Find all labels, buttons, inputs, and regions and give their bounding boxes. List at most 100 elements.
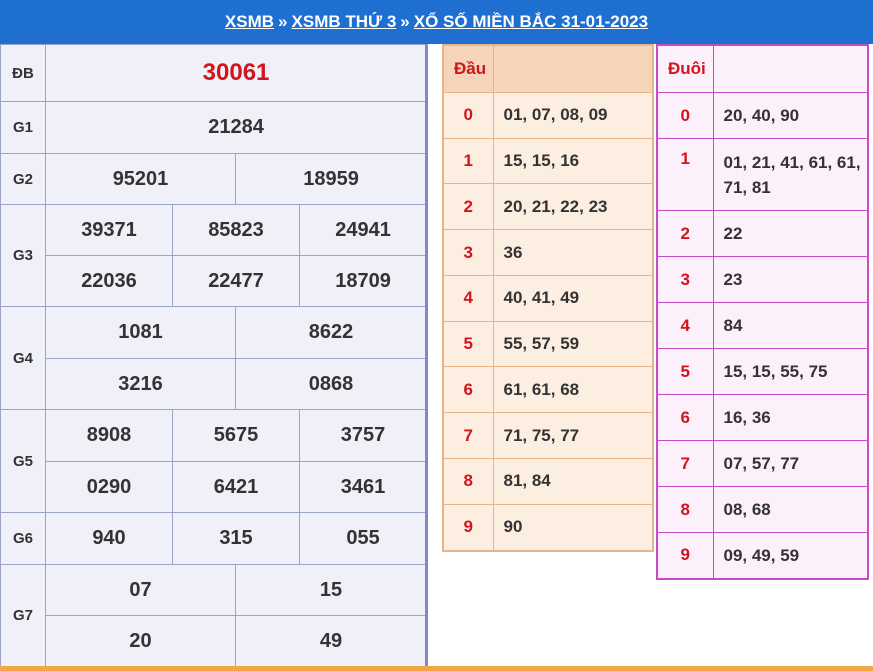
prize-number: 18709 <box>298 255 428 307</box>
dau-values: 36 <box>492 229 654 276</box>
breadcrumb-separator: » <box>400 12 410 31</box>
duoi-values: 84 <box>712 302 869 349</box>
dau-values: 81, 84 <box>492 457 654 505</box>
prize-number: 21284 <box>44 101 428 154</box>
prize-number: 1081 <box>45 306 236 359</box>
duoi-title: Đuôi <box>656 44 714 93</box>
duoi-values: 20, 40, 90 <box>712 92 869 139</box>
prize-row-g3: G3 39371 85823 24941 <box>0 204 428 307</box>
dau-row: 9 90 <box>442 503 654 552</box>
dau-title: Đầu <box>442 44 494 93</box>
results-table: ĐB 30061 G1 21284 G2 95201 18959 G3 3937… <box>0 44 428 667</box>
prize-number: 3757 <box>298 409 428 462</box>
prize-label: G2 <box>0 153 46 205</box>
results-table-border <box>425 44 428 666</box>
duoi-row: 0 20, 40, 90 <box>656 92 869 139</box>
duoi-values: 01, 21, 41, 61, 61, 71, 81 <box>712 138 869 211</box>
prize-row-g5: G5 8908 5675 3757 <box>0 409 428 513</box>
duoi-key: 9 <box>656 532 714 579</box>
duoi-row: 1 01, 21, 41, 61, 61, 71, 81 <box>656 138 869 211</box>
prize-number: 315 <box>172 512 300 565</box>
prize-number: 39371 <box>45 204 173 256</box>
prize-number: 95201 <box>45 153 236 205</box>
prize-row-g5: 0290 6421 3461 <box>1 461 428 513</box>
breadcrumb-link-xsmb-thu-3[interactable]: XSMB THỨ 3 <box>291 12 397 31</box>
breadcrumb-separator: » <box>278 12 288 31</box>
prize-row-g6: G6 940 315 055 <box>0 512 428 565</box>
bottom-divider <box>0 666 873 671</box>
duoi-row: 2 22 <box>656 210 869 257</box>
prize-number: 07 <box>45 564 236 616</box>
dau-row: 8 81, 84 <box>442 457 654 505</box>
dau-values: 15, 15, 16 <box>492 137 654 185</box>
prize-row-g7: 20 49 <box>1 615 428 667</box>
dau-key: 6 <box>442 366 494 414</box>
duoi-row: 6 16, 36 <box>656 394 869 441</box>
dau-key: 8 <box>442 457 494 505</box>
dau-row: 5 55, 57, 59 <box>442 320 654 368</box>
duoi-row: 5 15, 15, 55, 75 <box>656 348 869 395</box>
dau-values: 61, 61, 68 <box>492 366 654 414</box>
prize-label: G7 <box>0 564 46 667</box>
dau-values: 20, 21, 22, 23 <box>492 183 654 231</box>
dau-key: 7 <box>442 412 494 459</box>
duoi-values: 09, 49, 59 <box>712 532 869 579</box>
prize-number: 940 <box>45 512 173 565</box>
duoi-values: 08, 68 <box>712 486 869 533</box>
duoi-row: 9 09, 49, 59 <box>656 532 869 579</box>
duoi-row: 7 07, 57, 77 <box>656 440 869 487</box>
prize-number: 6421 <box>172 461 300 513</box>
dau-key: 1 <box>442 137 494 185</box>
prize-row-db: ĐB 30061 <box>0 44 428 102</box>
duoi-values: 23 <box>712 256 869 303</box>
breadcrumb-link-current[interactable]: XỔ SỐ MIỀN BẮC 31-01-2023 <box>413 12 649 31</box>
dau-row: 0 01, 07, 08, 09 <box>442 92 654 139</box>
dau-values: 71, 75, 77 <box>492 412 654 459</box>
prize-number: 0290 <box>45 461 173 513</box>
prize-row-g4: G4 1081 8622 <box>0 306 428 410</box>
duoi-values: 07, 57, 77 <box>712 440 869 487</box>
prize-number: 85823 <box>172 204 300 256</box>
breadcrumb-link-xsmb[interactable]: XSMB <box>224 12 275 31</box>
dau-row: 3 36 <box>442 229 654 276</box>
dau-row: 1 15, 15, 16 <box>442 137 654 185</box>
dau-values: 01, 07, 08, 09 <box>492 92 654 139</box>
duoi-values: 15, 15, 55, 75 <box>712 348 869 395</box>
prize-label: G1 <box>0 101 46 154</box>
prize-row-g3: 22036 22477 18709 <box>1 255 428 307</box>
prize-number: 20 <box>45 615 236 667</box>
duoi-key: 3 <box>656 256 714 303</box>
prize-number: 8908 <box>45 409 173 462</box>
duoi-key: 8 <box>656 486 714 533</box>
dau-values: 40, 41, 49 <box>492 274 654 322</box>
dau-header-row: Đầu <box>442 44 654 93</box>
breadcrumb: XSMB» XSMB THỨ 3» XỔ SỐ MIỀN BẮC 31-01-202… <box>0 0 873 44</box>
duoi-key: 2 <box>656 210 714 257</box>
prize-label: G3 <box>0 204 46 307</box>
duoi-table: Đuôi 0 20, 40, 90 1 01, 21, 41, 61, 61, 71… <box>656 44 869 580</box>
duoi-row: 3 23 <box>656 256 869 303</box>
prize-row-g1: G1 21284 <box>0 101 428 154</box>
prize-label: G5 <box>0 409 46 513</box>
prize-row-g4: 3216 0868 <box>1 358 428 410</box>
prize-number: 49 <box>234 615 428 667</box>
prize-number: 5675 <box>172 409 300 462</box>
prize-number: 24941 <box>298 204 428 256</box>
prize-label: G6 <box>0 512 46 565</box>
dau-values: 55, 57, 59 <box>492 320 654 368</box>
dau-header-empty <box>492 44 654 93</box>
duoi-key: 6 <box>656 394 714 441</box>
dau-key: 5 <box>442 320 494 368</box>
duoi-header-row: Đuôi <box>656 44 869 93</box>
dau-table: Đầu 0 01, 07, 08, 09 1 15, 15, 16 2 20, 21,… <box>442 44 654 552</box>
duoi-header-empty <box>712 44 869 93</box>
prize-label: G4 <box>0 306 46 410</box>
prize-number: 18959 <box>234 153 428 205</box>
prize-row-g2: G2 95201 18959 <box>0 153 428 205</box>
dau-row: 6 61, 61, 68 <box>442 366 654 414</box>
dau-key: 0 <box>442 92 494 139</box>
prize-number: 055 <box>298 512 428 565</box>
prize-number: 3461 <box>298 461 428 513</box>
prize-number: 15 <box>234 564 428 616</box>
dau-key: 3 <box>442 229 494 276</box>
